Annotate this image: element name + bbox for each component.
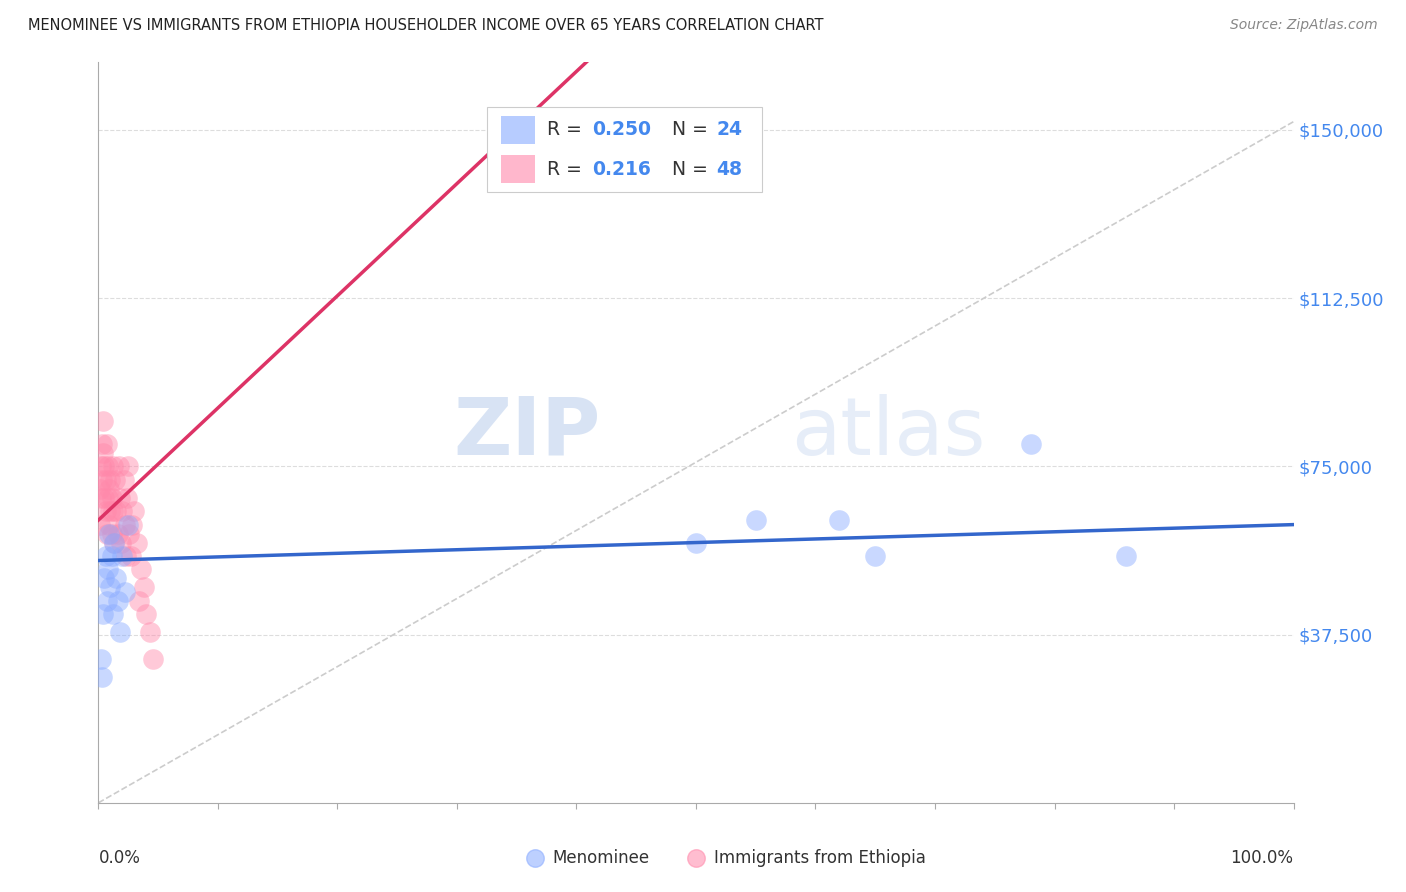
Point	[98, 473, 122, 487]
Point	[117, 517, 139, 532]
Point	[107, 459, 129, 474]
Point	[91, 473, 114, 487]
Point	[685, 796, 707, 810]
Text: 24: 24	[716, 120, 742, 139]
Point	[89, 517, 111, 532]
Point	[114, 585, 136, 599]
Point	[108, 625, 131, 640]
Point	[98, 482, 121, 496]
Point	[132, 581, 155, 595]
Text: 100.0%: 100.0%	[1230, 849, 1294, 867]
Point	[1019, 437, 1042, 451]
Point	[101, 504, 124, 518]
Point	[90, 459, 112, 474]
Text: MENOMINEE VS IMMIGRANTS FROM ETHIOPIA HOUSEHOLDER INCOME OVER 65 YEARS CORRELATI: MENOMINEE VS IMMIGRANTS FROM ETHIOPIA HO…	[28, 18, 824, 33]
Point	[94, 473, 117, 487]
Point	[117, 459, 139, 474]
Point	[96, 437, 118, 451]
Point	[89, 482, 111, 496]
Point	[118, 526, 141, 541]
Point	[105, 571, 128, 585]
Point	[685, 535, 707, 549]
Point	[101, 607, 124, 622]
Point	[125, 535, 148, 549]
Point	[91, 607, 114, 622]
Text: 0.216: 0.216	[592, 161, 651, 179]
Point	[103, 535, 125, 549]
Point	[523, 796, 546, 810]
Point	[135, 607, 157, 622]
Point	[98, 581, 122, 595]
Text: 0.250: 0.250	[592, 120, 651, 139]
Point	[124, 504, 146, 518]
Point	[91, 437, 114, 451]
Point	[108, 491, 131, 505]
Point	[93, 459, 115, 474]
Point	[828, 513, 851, 527]
Point	[97, 491, 120, 505]
Point	[98, 526, 121, 541]
Point	[98, 517, 121, 532]
Point	[100, 549, 122, 563]
Point	[114, 517, 136, 532]
Point	[111, 549, 134, 563]
Point	[107, 594, 129, 608]
Text: Source: ZipAtlas.com: Source: ZipAtlas.com	[1230, 18, 1378, 32]
Point	[96, 594, 118, 608]
Point	[94, 549, 117, 563]
Point	[93, 571, 115, 585]
Text: N =: N =	[661, 120, 714, 139]
Text: Menominee: Menominee	[553, 849, 650, 867]
Point	[107, 526, 129, 541]
Point	[97, 562, 120, 576]
Point	[91, 414, 114, 428]
Point	[90, 652, 112, 666]
Point	[865, 549, 887, 563]
Point	[111, 504, 134, 518]
Text: R =: R =	[547, 161, 588, 179]
Text: Immigrants from Ethiopia: Immigrants from Ethiopia	[714, 849, 925, 867]
Point	[745, 513, 768, 527]
Point	[91, 670, 114, 684]
Point	[128, 594, 150, 608]
Point	[96, 526, 118, 541]
Point	[97, 459, 120, 474]
Bar	[501, 116, 534, 144]
Point	[120, 549, 142, 563]
Text: 48: 48	[716, 161, 742, 179]
Text: ZIP: ZIP	[453, 393, 600, 472]
Point	[105, 504, 128, 518]
Point	[93, 491, 115, 505]
Point	[94, 504, 117, 518]
Point	[142, 652, 165, 666]
Point	[101, 459, 124, 474]
Text: 0.0%: 0.0%	[98, 849, 141, 867]
Point	[121, 517, 143, 532]
Point	[91, 446, 114, 460]
Point	[100, 491, 122, 505]
Text: N =: N =	[661, 161, 714, 179]
Point	[1115, 549, 1137, 563]
Text: atlas: atlas	[792, 393, 986, 472]
Point	[110, 535, 132, 549]
Point	[104, 473, 127, 487]
Text: R =: R =	[547, 120, 588, 139]
Point	[100, 526, 122, 541]
Point	[131, 562, 153, 576]
Point	[98, 504, 122, 518]
Point	[103, 535, 125, 549]
Point	[115, 491, 138, 505]
Point	[112, 473, 135, 487]
Point	[139, 625, 162, 640]
Point	[115, 549, 138, 563]
FancyBboxPatch shape	[486, 107, 762, 192]
Bar	[501, 155, 534, 183]
Point	[90, 491, 112, 505]
